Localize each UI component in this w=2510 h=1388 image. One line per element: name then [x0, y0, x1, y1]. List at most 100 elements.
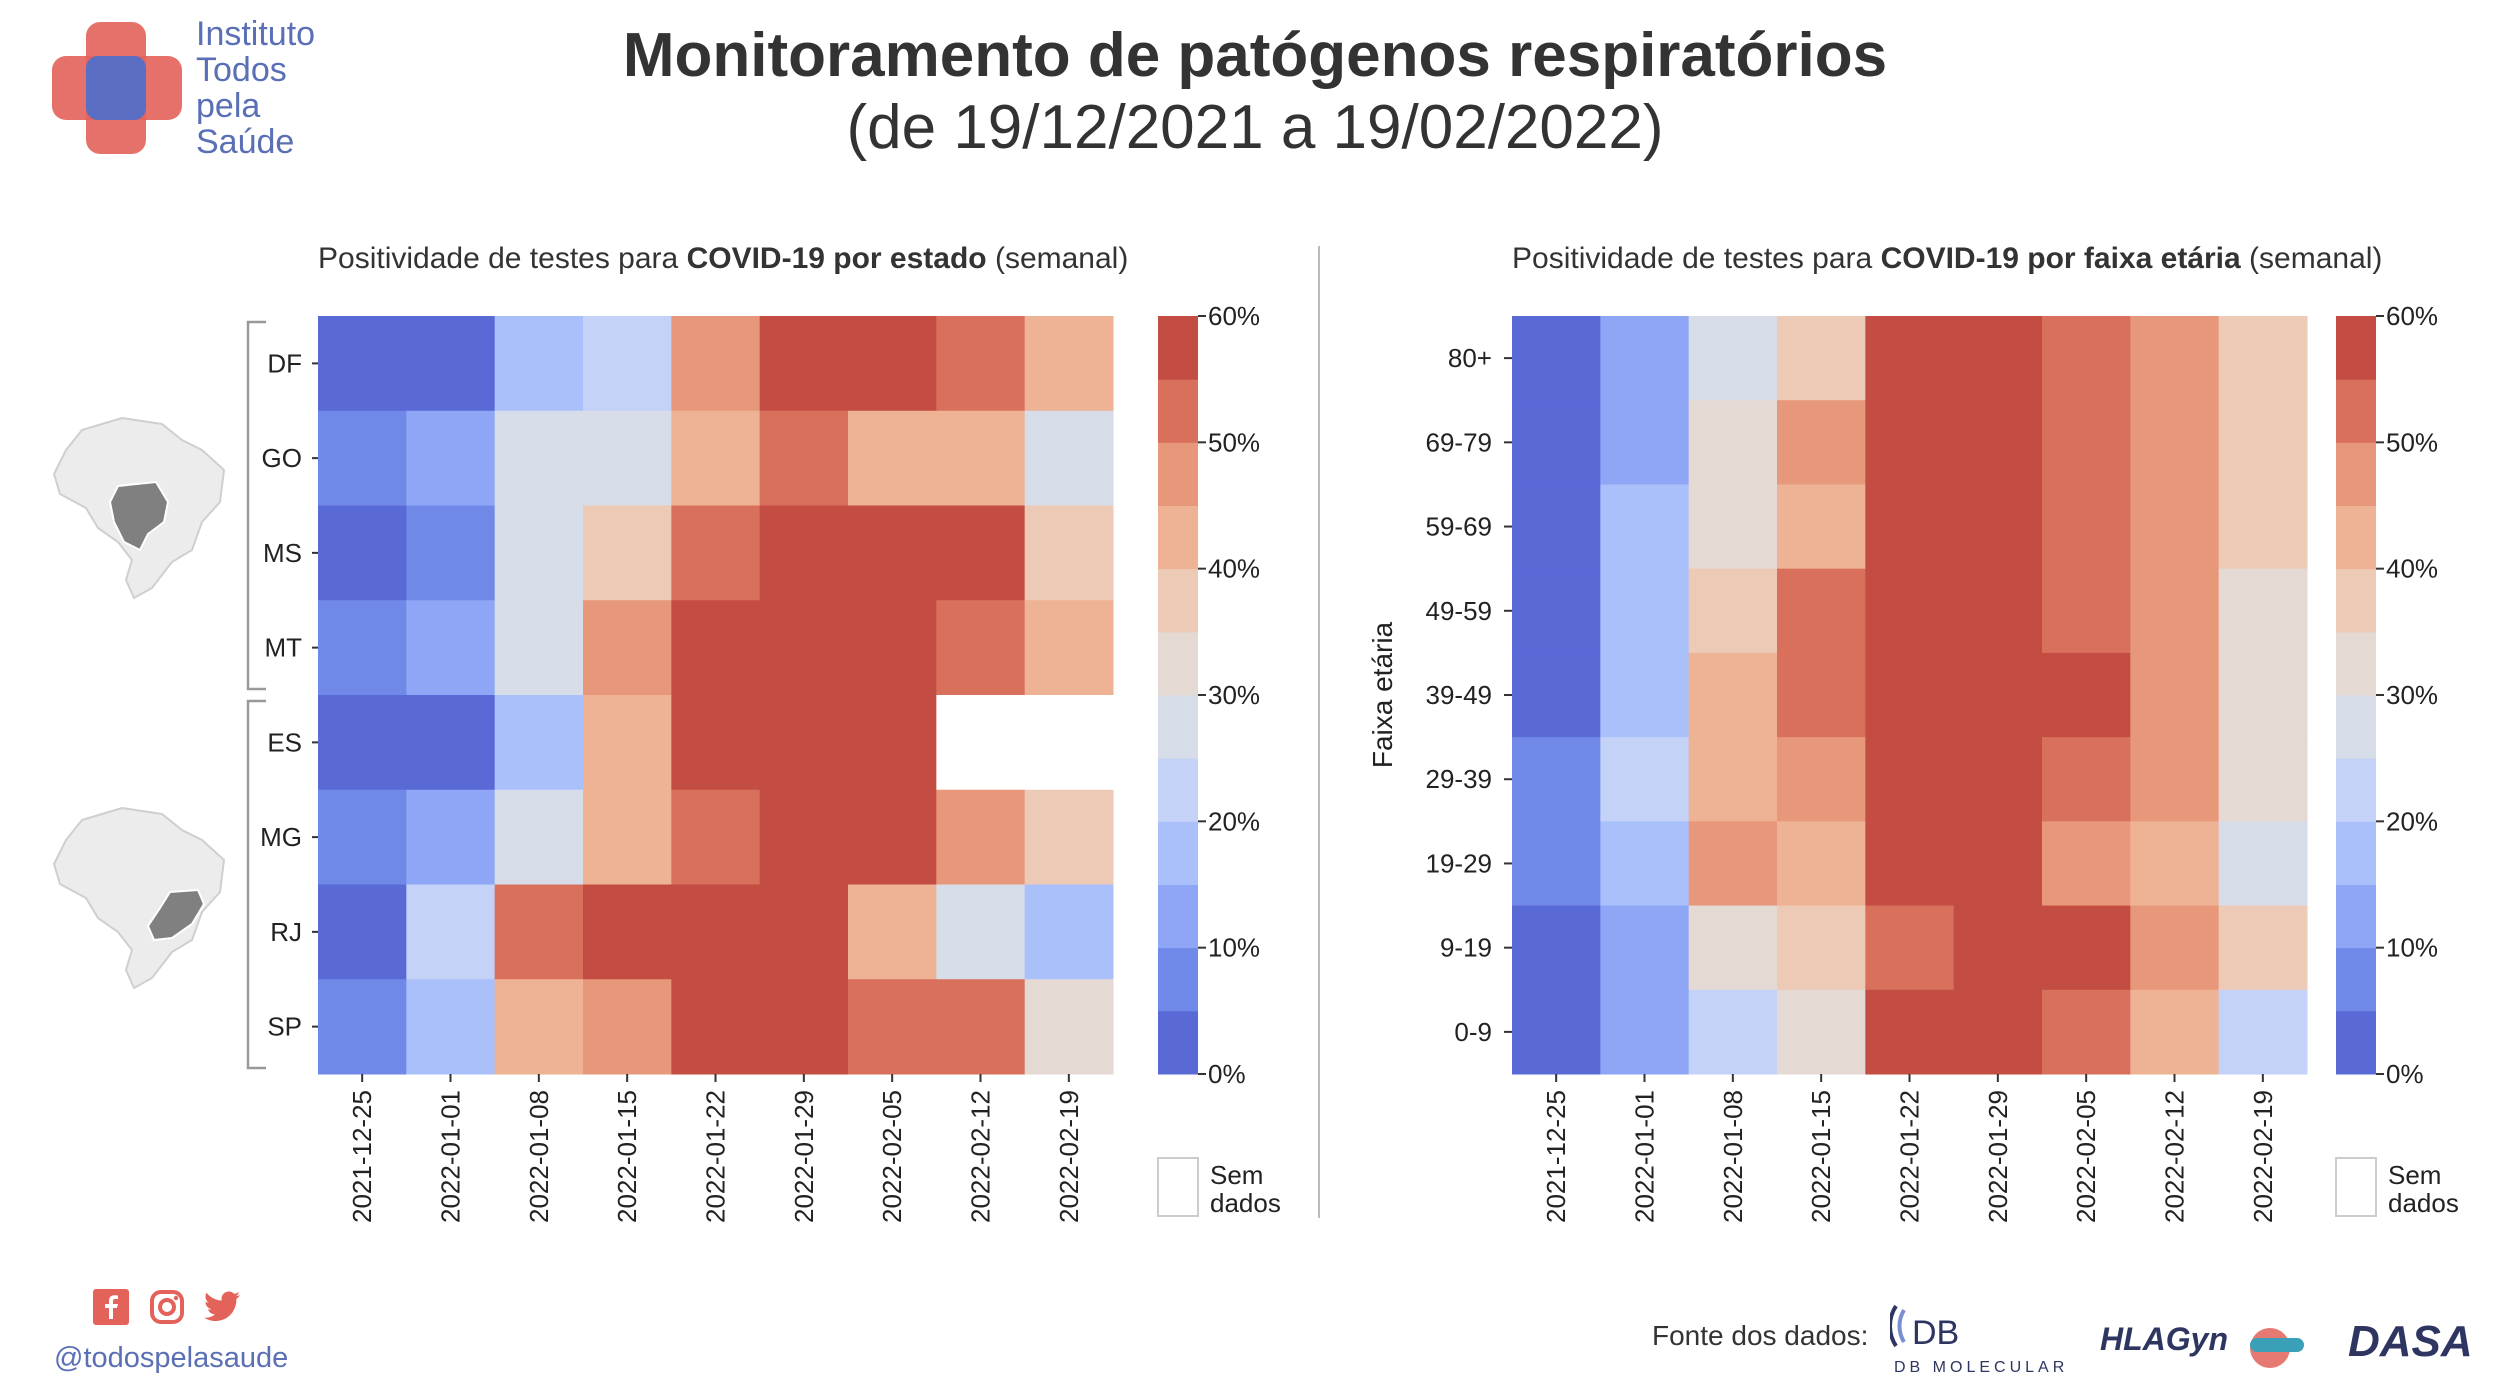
- x-tick-label: 2022-01-08: [524, 1090, 554, 1223]
- heatmap-cell: [1865, 905, 1955, 991]
- heatmap-cell: [1600, 737, 1690, 822]
- heatmap-cell: [2218, 905, 2308, 991]
- colorbar-segment: [2336, 442, 2376, 506]
- colorbar-tick-label: 60%: [1208, 301, 1260, 331]
- db-molecular-logo: DB DB MOLECULAR: [1888, 1300, 2070, 1380]
- heatmap-cell: [494, 695, 584, 791]
- heatmap-cell: [848, 979, 937, 1075]
- heatmap-cell: [936, 505, 1026, 601]
- heatmap-cell: [583, 600, 672, 696]
- heatmap-cell: [318, 979, 407, 1075]
- chart-title-suffix: (semanal): [986, 242, 1129, 275]
- heatmap-cell: [1865, 737, 1955, 822]
- twitter-icon[interactable]: [204, 1288, 242, 1326]
- heatmap-cell: [2130, 484, 2220, 570]
- heatmap-cell: [2130, 568, 2220, 654]
- facebook-icon[interactable]: [92, 1288, 130, 1326]
- colorbar-segment: [1158, 379, 1198, 443]
- colorbar-segment: [1158, 695, 1198, 759]
- region-bracket: [246, 320, 266, 691]
- heatmap-cell: [1688, 652, 1778, 738]
- heatmap-cell: [1600, 821, 1690, 907]
- chart-title-suffix: (semanal): [2240, 242, 2383, 275]
- logo-line: Saúde: [196, 123, 295, 161]
- social-handle[interactable]: @todospelasaude: [54, 1342, 289, 1374]
- logo-line: pela: [196, 87, 261, 125]
- heatmap-cell: [1024, 600, 1114, 696]
- colorbar-tick-label: 50%: [2386, 427, 2438, 457]
- chart-title-estado: Positividade de testes para COVID-19 por…: [318, 242, 1128, 276]
- colorbar-segment: [1158, 631, 1198, 696]
- heatmap-cell: [1865, 316, 1955, 401]
- heatmap-cell: [848, 884, 937, 980]
- heatmap-cell: [2042, 484, 2131, 570]
- chart-divider: [1318, 246, 1320, 1218]
- no-data-swatch: [2335, 1157, 2377, 1217]
- colorbar-segment: [2336, 821, 2376, 885]
- heatmap-cell: [1512, 989, 1601, 1075]
- heatmap-cell: [1512, 737, 1601, 822]
- heatmap-cell: [1865, 400, 1955, 485]
- heatmap-cell: [2042, 905, 2131, 991]
- heatmap-cell: [759, 410, 849, 506]
- heatmap-cell: [1777, 652, 1866, 738]
- colorbar-segment: [1158, 884, 1198, 949]
- heatmap-cell: [2042, 989, 2131, 1075]
- heatmap-cell: [2130, 905, 2220, 991]
- heatmap-cell: [1953, 400, 2043, 485]
- logo-line: Todos: [196, 51, 287, 89]
- heatmap-cell: [406, 789, 496, 885]
- heatmap-cell: [2218, 568, 2308, 654]
- colorbar-segment: [1158, 505, 1198, 570]
- colorbar-tick-label: 50%: [1208, 427, 1260, 457]
- heatmap-cell: [1865, 484, 1955, 570]
- heatmap-cell: [759, 505, 849, 601]
- heatmap-cell: [583, 789, 672, 885]
- heatmap-cell: [406, 979, 496, 1075]
- heatmap-cell: [848, 410, 937, 506]
- heatmap-cell: [583, 979, 672, 1075]
- heatmap-cell: [1024, 410, 1114, 506]
- instagram-icon[interactable]: [148, 1288, 186, 1326]
- y-axis-title: Faixa etária: [1367, 621, 1398, 768]
- colorbar-segment: [2336, 1010, 2376, 1075]
- heatmap-cell: [1688, 400, 1778, 485]
- heatmap-cell: [2042, 316, 2131, 401]
- heatmap-cell: [671, 695, 761, 791]
- heatmap-cell: [1953, 568, 2043, 654]
- heatmap-cell: [1777, 905, 1866, 991]
- colorbar-segment: [2336, 884, 2376, 949]
- heatmap-cell: [583, 695, 672, 791]
- heatmap-cell: [1600, 484, 1690, 570]
- y-tick-label: 49-59: [1426, 596, 1493, 626]
- colorbar-segment: [2336, 695, 2376, 759]
- heatmap-cell: [494, 884, 584, 980]
- heatmap-cell: [583, 884, 672, 980]
- heatmap-cell: [1777, 400, 1866, 485]
- x-tick-label: 2022-01-01: [1630, 1090, 1660, 1223]
- heatmap-cell: [1512, 316, 1601, 401]
- heatmap-cell: [1953, 316, 2043, 401]
- colorbar-segment: [1158, 758, 1198, 822]
- x-tick-label: 2022-01-08: [1718, 1090, 1748, 1223]
- heatmap-cell: [671, 979, 761, 1075]
- heatmap-cell: [936, 695, 1026, 791]
- heatmap-cell: [2042, 400, 2131, 485]
- heatmap-cell: [2218, 400, 2308, 485]
- heatmap-cell: [1512, 821, 1601, 907]
- heatmap-cell: [2042, 737, 2131, 822]
- heatmap-cell: [1600, 989, 1690, 1075]
- x-tick-label: 2022-02-12: [2160, 1090, 2190, 1223]
- heatmap-cell: [759, 695, 849, 791]
- heatmap-cell: [494, 505, 584, 601]
- heatmap-cell: [1600, 905, 1690, 991]
- heatmap-cell: [1600, 568, 1690, 654]
- heatmap-cell: [1777, 821, 1866, 907]
- x-tick-label: 2022-02-05: [2071, 1090, 2101, 1223]
- heatmap-cell: [318, 316, 407, 412]
- heatmap-cell: [848, 789, 937, 885]
- heatmap-cell: [671, 316, 761, 412]
- social-icons: [92, 1288, 242, 1326]
- heatmap-cell: [1688, 484, 1778, 570]
- heatmap-cell: [1688, 821, 1778, 907]
